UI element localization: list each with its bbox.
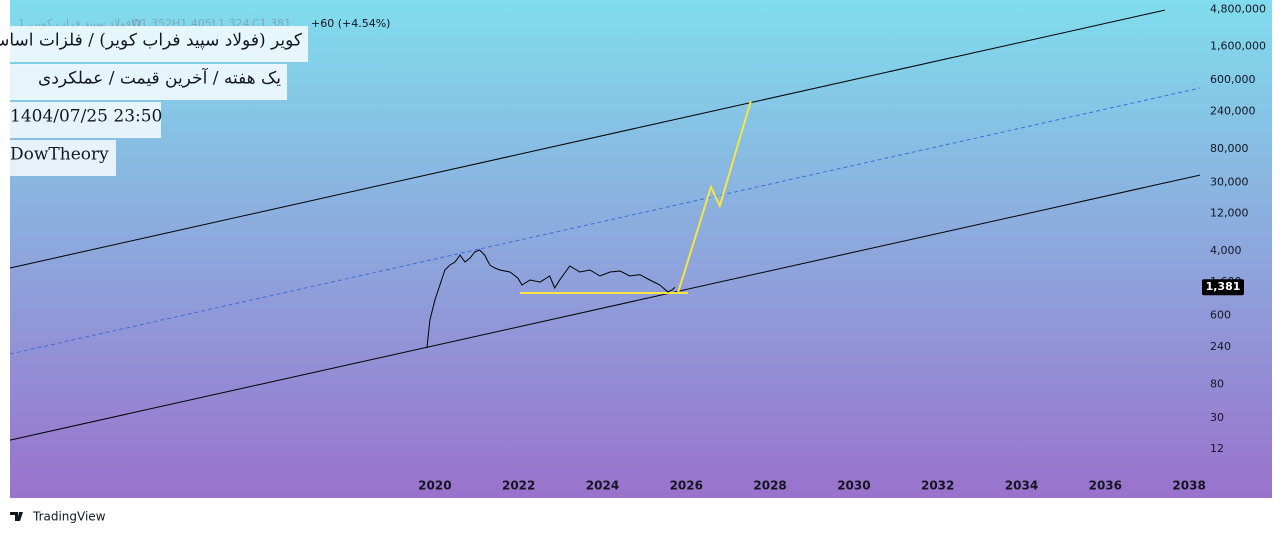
title-box xyxy=(10,102,161,138)
x-tick-label: 2034 xyxy=(1005,479,1038,493)
title-line: DowTheory xyxy=(10,145,109,165)
y-tick-label: 30 xyxy=(1210,411,1224,424)
title-box xyxy=(10,26,308,62)
x-tick-label: 2032 xyxy=(921,479,954,493)
y-tick-label: 30,000 xyxy=(1210,175,1249,188)
x-tick-label: 2026 xyxy=(670,479,703,493)
x-tick-label: 2020 xyxy=(418,479,451,493)
y-tick-label: 600 xyxy=(1210,309,1231,322)
y-tick-label: 240,000 xyxy=(1210,104,1256,117)
price-line xyxy=(426,249,676,349)
y-tick-label: 240 xyxy=(1210,340,1231,353)
trend-line xyxy=(10,87,1200,355)
y-tick-label: 12 xyxy=(1210,442,1224,455)
x-tick-label: 2038 xyxy=(1172,479,1205,493)
y-tick-label: 80,000 xyxy=(1210,142,1249,155)
title-box xyxy=(10,140,116,176)
trend-line xyxy=(10,9,1165,269)
x-tick-label: 2028 xyxy=(753,479,786,493)
trend-line xyxy=(10,174,1200,441)
footer: TradingView xyxy=(32,510,106,524)
change: +60 (+4.54%) xyxy=(311,17,390,30)
y-tick-label: 12,000 xyxy=(1210,207,1249,220)
title-line: کویر (فولاد سپید فراب کویر) / فلزات اساس… xyxy=(0,31,303,51)
y-tick-label: 4,800,000 xyxy=(1210,2,1266,15)
price-label: 1,381 xyxy=(1206,280,1241,293)
trend-line xyxy=(676,100,752,294)
logo: TradingView xyxy=(10,510,106,524)
title-box xyxy=(10,64,287,100)
title-line: 1404/07/25 23:50 xyxy=(10,107,162,127)
y-tick-label: 600,000 xyxy=(1210,73,1256,86)
plot-area xyxy=(10,9,1200,441)
x-tick-label: 2022 xyxy=(502,479,535,493)
y-tick-label: 1,600,000 xyxy=(1210,40,1266,53)
y-tick-label: 80 xyxy=(1210,377,1224,390)
title-line: یک هفته / آخرین قیمت / عملکردی xyxy=(38,67,281,89)
x-tick-label: 2036 xyxy=(1089,479,1122,493)
price-label-box xyxy=(1202,279,1244,296)
overlay: 4,800,000 1,600,000 600,000 240,000 80,000 30… xyxy=(0,2,1266,492)
x-tick-label: 2030 xyxy=(837,479,870,493)
y-tick-label: 4,000 xyxy=(1210,244,1242,257)
x-tick-label: 2024 xyxy=(586,479,619,493)
